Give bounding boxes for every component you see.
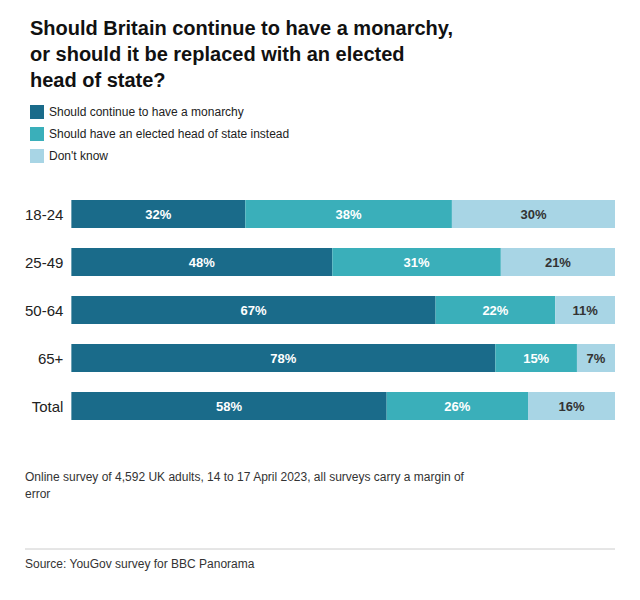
- svg-text:11%: 11%: [572, 303, 598, 318]
- svg-text:18-24: 18-24: [25, 206, 63, 223]
- svg-text:15%: 15%: [523, 351, 549, 366]
- svg-text:Should continue to have a mona: Should continue to have a monarchy: [49, 105, 244, 119]
- svg-text:21%: 21%: [545, 255, 571, 270]
- svg-text:50-64: 50-64: [25, 302, 63, 319]
- svg-text:Total: Total: [32, 398, 64, 415]
- svg-text:Don't know: Don't know: [49, 149, 108, 163]
- svg-text:error: error: [25, 487, 50, 501]
- svg-text:78%: 78%: [270, 351, 296, 366]
- svg-text:58%: 58%: [216, 399, 242, 414]
- svg-text:65+: 65+: [38, 350, 64, 367]
- svg-text:22%: 22%: [482, 303, 508, 318]
- svg-text:Should Britain continue to hav: Should Britain continue to have a monarc…: [30, 17, 453, 39]
- svg-text:38%: 38%: [336, 207, 362, 222]
- svg-text:16%: 16%: [558, 399, 584, 414]
- svg-text:67%: 67%: [240, 303, 266, 318]
- svg-text:7%: 7%: [587, 351, 606, 366]
- svg-text:30%: 30%: [520, 207, 546, 222]
- svg-text:Source: YouGov survey for BBC: Source: YouGov survey for BBC Panorama: [25, 557, 255, 571]
- svg-text:25-49: 25-49: [25, 254, 63, 271]
- svg-text:48%: 48%: [189, 255, 215, 270]
- svg-text:31%: 31%: [404, 255, 430, 270]
- svg-text:or should it be replaced with: or should it be replaced with an elected: [30, 43, 405, 65]
- svg-text:26%: 26%: [444, 399, 470, 414]
- svg-text:Online survey of 4,592 UK adul: Online survey of 4,592 UK adults, 14 to …: [25, 470, 465, 484]
- svg-text:Should have an elected head of: Should have an elected head of state ins…: [49, 127, 289, 141]
- svg-text:32%: 32%: [145, 207, 171, 222]
- svg-text:head of state?: head of state?: [30, 69, 166, 91]
